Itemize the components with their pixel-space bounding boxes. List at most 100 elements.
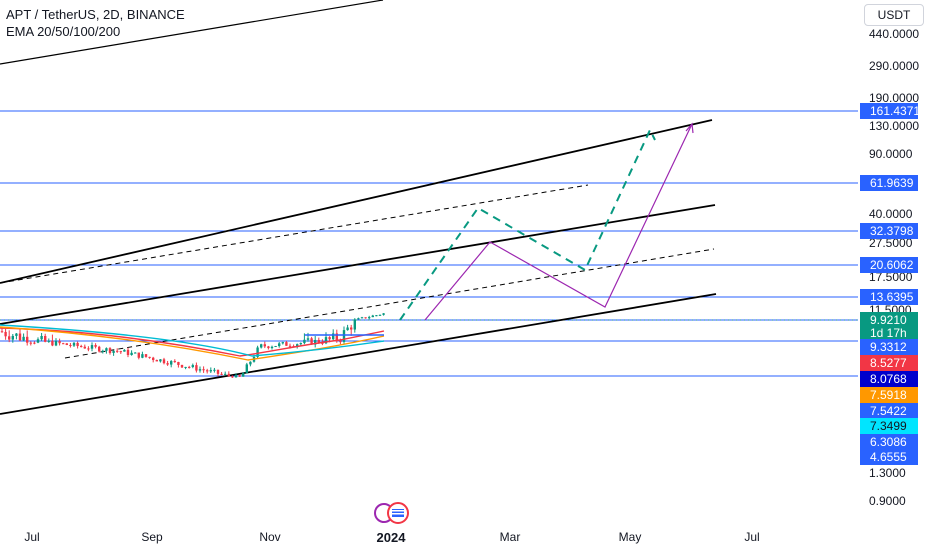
x-tick-label: Mar xyxy=(499,530,521,544)
candle-body xyxy=(69,344,72,346)
horizontal-levels xyxy=(0,110,858,377)
candle-body xyxy=(116,350,119,352)
candle-body xyxy=(22,336,25,341)
candle-body xyxy=(83,346,86,349)
price-badge: 13.6395 xyxy=(860,289,918,305)
candle-body xyxy=(263,344,266,347)
x-tick-label: Jul xyxy=(24,530,40,544)
candle-body xyxy=(188,366,191,368)
candle-body xyxy=(123,349,126,352)
candle-body xyxy=(166,363,169,365)
candle-body xyxy=(87,348,90,350)
price-badge: 161.4371 xyxy=(860,103,920,119)
candle-body xyxy=(47,340,50,342)
candle-body xyxy=(119,351,122,353)
candle-body xyxy=(288,345,292,347)
candle-body xyxy=(126,349,130,356)
candle-body xyxy=(245,364,248,374)
candle-body xyxy=(249,361,252,365)
candle-body xyxy=(371,315,374,318)
candle-body xyxy=(360,317,364,319)
candle-body xyxy=(108,348,112,353)
candle-body xyxy=(339,341,342,343)
price-badge: 32.3798 xyxy=(860,223,918,239)
candle-body xyxy=(177,362,180,365)
candle-body xyxy=(130,352,133,356)
candle-body xyxy=(368,317,371,319)
candle-body xyxy=(94,345,97,347)
candle-body xyxy=(357,318,360,320)
candle-body xyxy=(152,357,155,361)
ema-line-3 xyxy=(0,324,385,357)
candle-body xyxy=(299,343,302,345)
candle-body xyxy=(98,346,101,352)
chart-title: APT / TetherUS, 2D, BINANCE xyxy=(6,7,185,22)
x-tick-label: May xyxy=(618,530,642,544)
candle-body xyxy=(234,375,238,378)
candle-body xyxy=(328,337,331,340)
price-badge: 9.3312 xyxy=(860,339,918,355)
candle-body xyxy=(159,359,162,362)
candle-body xyxy=(342,330,346,342)
candle-body xyxy=(76,342,79,347)
projection-solid xyxy=(424,123,693,321)
x-tick-label: Nov xyxy=(259,530,281,544)
candle-body xyxy=(278,343,281,347)
candle-body xyxy=(148,356,151,358)
tradingview-logo-icon xyxy=(374,502,409,524)
candle-body xyxy=(180,364,184,368)
candle-body xyxy=(335,333,338,342)
candle-body xyxy=(378,314,382,316)
candle-body xyxy=(216,369,220,374)
candle-body xyxy=(90,345,94,349)
candle-body xyxy=(231,376,234,378)
price-badge: 7.5918 xyxy=(860,387,918,403)
candle-body xyxy=(332,333,335,340)
y-tick-label: 0.9000 xyxy=(869,494,906,508)
candle-body xyxy=(285,342,288,346)
currency-button[interactable]: USDT xyxy=(864,4,924,26)
price-badge: 61.9639 xyxy=(860,175,918,191)
candle-body xyxy=(256,347,259,357)
candle-body xyxy=(375,315,378,317)
candle-body xyxy=(220,373,223,375)
candle-body xyxy=(281,342,284,344)
candle-body xyxy=(105,348,108,351)
candle-body xyxy=(242,373,245,377)
candle-body xyxy=(267,346,270,349)
candle-body xyxy=(36,339,40,343)
candle-body xyxy=(40,335,43,340)
y-tick-label: 130.0000 xyxy=(869,119,920,133)
candle-body xyxy=(155,360,158,362)
arrow-icon xyxy=(685,122,694,134)
candle-body xyxy=(65,343,68,345)
indicator-label[interactable]: EMA 20/50/100/200 xyxy=(6,24,121,39)
channel-line xyxy=(0,119,713,284)
candle-body xyxy=(170,361,173,365)
candle-body xyxy=(317,339,320,343)
price-badge: 1d 17h xyxy=(860,325,918,341)
ema-line-2 xyxy=(0,326,385,361)
candle-body xyxy=(162,359,166,364)
price-badge: 7.3499 xyxy=(860,418,918,434)
candle-body xyxy=(202,369,205,371)
y-tick-label: 190.0000 xyxy=(869,91,920,105)
candle-body xyxy=(306,338,310,340)
price-badge: 20.6062 xyxy=(860,257,918,273)
candle-body xyxy=(213,369,216,371)
x-tick-label: Sep xyxy=(141,530,163,544)
candle-body xyxy=(321,342,324,344)
candle-body xyxy=(0,331,4,333)
price-badge: 6.3086 xyxy=(860,434,918,450)
candle-body xyxy=(11,335,14,340)
price-badge: 7.5422 xyxy=(860,403,918,419)
candle-body xyxy=(44,335,47,342)
price-badge: 4.6555 xyxy=(860,449,918,465)
candle-body xyxy=(324,337,328,344)
price-badge: 9.9210 xyxy=(860,312,918,328)
candle-body xyxy=(58,341,61,344)
candle-body xyxy=(137,352,140,358)
y-tick-label: 40.0000 xyxy=(869,207,913,221)
candle-body xyxy=(346,327,349,331)
